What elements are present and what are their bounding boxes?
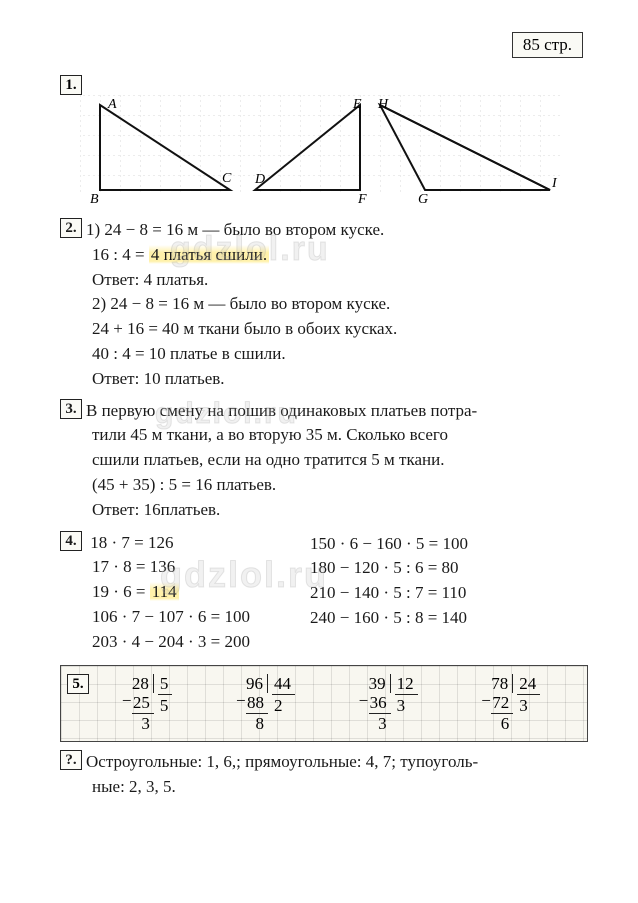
t4-highlight: 114 xyxy=(150,582,179,601)
divisor: 5 xyxy=(158,674,173,696)
page-number-box: 85 стр. xyxy=(512,32,583,58)
task-4: gdzlol.ru 4. 18 · 7 = 126 17 · 8 = 136 1… xyxy=(60,530,588,655)
dividend: 39 xyxy=(369,674,391,694)
t3-line-2: сшили платьев, если на одно тратится 5 м… xyxy=(60,448,588,472)
page: 85 стр. 1. A B C D E F H G I xyxy=(0,0,638,820)
vertex-E: E xyxy=(352,97,362,112)
t2-line-4: 24 + 16 = 40 м ткани было в обоих кусках… xyxy=(60,317,588,341)
subtrahend: −25 xyxy=(132,693,154,714)
subtrahend: −72 xyxy=(491,693,513,714)
vertex-G: G xyxy=(418,192,428,205)
task-3-number: 3. xyxy=(60,399,82,419)
task-2: gdzlol.ru 2.1) 24 − 8 = 16 м — было во в… xyxy=(60,218,588,391)
t4-r3: 240 − 160 · 5 : 8 = 140 xyxy=(310,606,468,630)
remainder: 3 xyxy=(369,714,391,734)
t4-l2: 19 · 6 = 114 xyxy=(60,580,250,604)
t2-line-3: 2) 24 − 8 = 16 м — было во втором куске. xyxy=(60,292,588,316)
dividend: 78 xyxy=(491,674,513,694)
dividend: 28 xyxy=(132,674,154,694)
remainder: 6 xyxy=(491,714,513,734)
long-division: 78−726243 xyxy=(491,674,540,734)
quotient: 3 xyxy=(395,695,408,716)
task-1-number: 1. xyxy=(60,75,82,95)
t4-l1: 17 · 8 = 136 xyxy=(60,555,250,579)
task-3: gdzlol.ru 3.В первую смену на пошив один… xyxy=(60,399,588,522)
triangles-figure: A B C D E F H G I xyxy=(60,95,560,205)
dividend: 96 xyxy=(246,674,268,694)
t4-l4: 203 · 4 − 204 · 3 = 200 xyxy=(60,630,250,654)
vertex-A: A xyxy=(107,97,117,112)
divisor: 24 xyxy=(517,674,540,696)
divisor: 12 xyxy=(395,674,418,696)
remainder: 3 xyxy=(132,714,154,734)
subtrahend: −88 xyxy=(246,693,268,714)
t4-l0: 18 · 7 = 126 xyxy=(90,533,173,552)
quotient: 2 xyxy=(272,695,285,716)
t3-line-1: тили 45 м ткани, а во вторую 35 м. Сколь… xyxy=(60,423,588,447)
task-5-number: 5. xyxy=(67,674,89,694)
long-division: 28−25355 xyxy=(132,674,173,734)
task-question: ?.Остроугольные: 1, 6,; прямоугольные: 4… xyxy=(60,750,588,799)
t4-r0: 150 · 6 − 160 · 5 = 100 xyxy=(310,532,468,556)
vertex-H: H xyxy=(377,97,389,112)
t2-highlight: 4 платья сшили. xyxy=(149,245,269,264)
t2-line-2: Ответ: 4 платья. xyxy=(60,268,588,292)
vertex-D: D xyxy=(254,172,265,187)
task-5: 5. 28−2535596−88844239−36312378−726243 xyxy=(60,665,588,743)
t4-r2: 210 − 140 · 5 : 7 = 110 xyxy=(310,581,468,605)
remainder: 8 xyxy=(246,714,268,734)
vertex-F: F xyxy=(357,192,367,205)
t4-r1: 180 − 120 · 5 : 6 = 80 xyxy=(310,556,468,580)
vertex-B: B xyxy=(90,192,99,205)
t4-l3: 106 · 7 − 107 · 6 = 100 xyxy=(60,605,250,629)
t2-line-6: Ответ: 10 платьев. xyxy=(60,367,588,391)
subtrahend: −36 xyxy=(369,693,391,714)
tq-line-1: ные: 2, 3, 5. xyxy=(60,775,588,799)
t3-line-3: (45 + 35) : 5 = 16 платьев. xyxy=(60,473,588,497)
quotient: 5 xyxy=(158,695,171,716)
task-1: 1. A B C D E F H G I xyxy=(60,75,588,210)
quotient: 3 xyxy=(517,695,530,716)
long-division: 96−888442 xyxy=(246,674,295,734)
t3-line-0: В первую смену на пошив одинаковых плать… xyxy=(86,401,477,420)
task-2-number: 2. xyxy=(60,218,82,238)
t2-line-5: 40 : 4 = 10 платье в сшили. xyxy=(60,342,588,366)
divisor: 44 xyxy=(272,674,295,696)
vertex-C: C xyxy=(222,171,232,186)
t2-line-1: 16 : 4 = 4 платья сшили. xyxy=(60,243,588,267)
tq-line-0: Остроугольные: 1, 6,; прямоугольные: 4, … xyxy=(86,752,478,771)
task-q-number: ?. xyxy=(60,750,82,770)
long-division: 39−363123 xyxy=(369,674,418,734)
task-4-number: 4. xyxy=(60,531,82,551)
t2-line-0: 1) 24 − 8 = 16 м — было во втором куске. xyxy=(86,220,384,239)
t3-line-4: Ответ: 16платьев. xyxy=(60,498,588,522)
